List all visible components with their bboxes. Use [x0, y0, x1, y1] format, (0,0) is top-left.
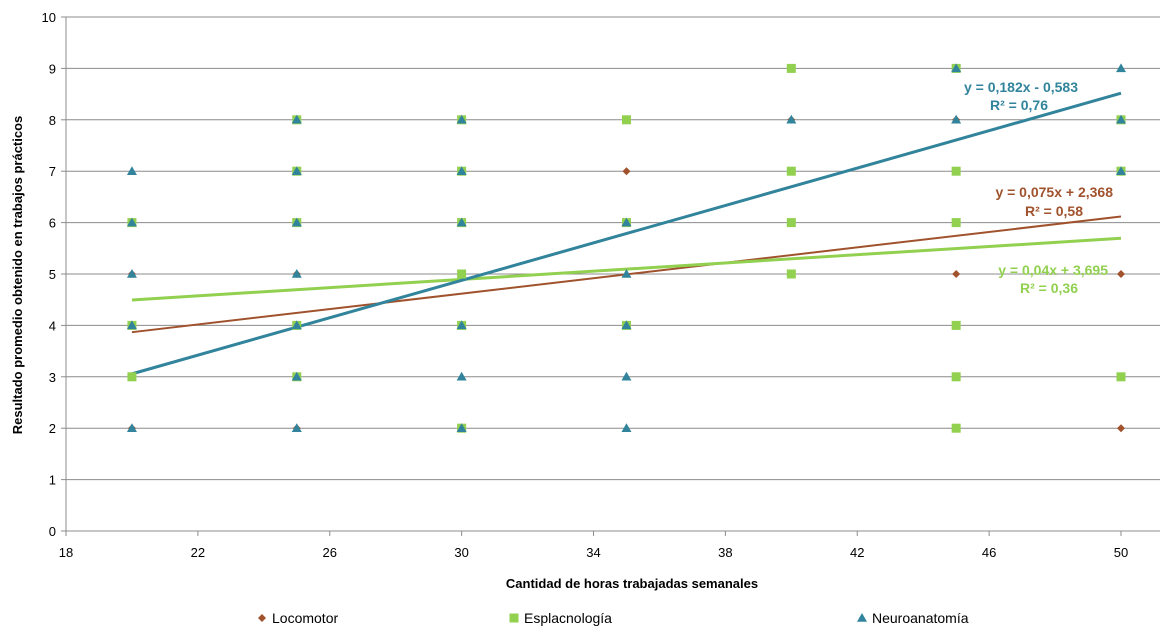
data-point-neuroanatomía [456, 217, 467, 227]
data-point-esplacnología [457, 269, 467, 279]
data-point-neuroanatomía [1116, 166, 1126, 175]
data-point-neuroanatomía [456, 320, 467, 330]
legend-marker-locomotor [258, 614, 266, 622]
data-point-neuroanatomía [786, 114, 797, 124]
x-tick-label: 38 [718, 545, 732, 560]
legend-marker-neuroanatomía [857, 613, 867, 622]
x-tick-label: 50 [1114, 545, 1128, 560]
data-point-neuroanatomía [951, 63, 962, 73]
data-point-esplacnología [786, 63, 796, 73]
trendline-r2-locomotor: R² = 0,58 [1025, 203, 1083, 219]
trendline-r2-esplacnología: R² = 0,36 [1020, 280, 1078, 296]
data-point-neuroanatomía [456, 166, 467, 175]
data-point-neuroanatomía [621, 320, 632, 330]
data-points [126, 63, 1126, 433]
y-axis-title: Resultado promedio obtenido en trabajos … [10, 116, 25, 435]
y-tick-label: 9 [49, 61, 56, 76]
data-point-neuroanatomía [456, 114, 467, 124]
data-point-esplacnología [951, 320, 961, 330]
y-tick-label: 3 [49, 370, 56, 385]
data-point-neuroanatomía [1116, 63, 1126, 73]
trendline-equations: y = 0,075x + 2,368 R² = 0,58 y = 0,04x + 3… [964, 79, 1113, 296]
trendline-r2-neuroanatomía: R² = 0,76 [990, 97, 1048, 113]
data-point-neuroanatomía [621, 423, 632, 432]
trendlines [131, 91, 1122, 376]
data-point-neuroanatomía [126, 166, 137, 175]
data-point-neuroanatomía [291, 114, 302, 124]
data-point-neuroanatomía [126, 320, 137, 330]
data-point-neuroanatomía [621, 371, 632, 381]
data-point-locomotor [1117, 424, 1125, 433]
data-point-esplacnología [786, 166, 796, 176]
data-point-esplacnología [621, 115, 631, 125]
data-point-neuroanatomía [126, 217, 137, 227]
data-point-esplacnología [951, 218, 961, 228]
y-tick-label: 1 [49, 473, 56, 488]
x-tick-label: 18 [59, 545, 73, 560]
data-point-esplacnología [786, 269, 796, 279]
data-point-neuroanatomía [291, 423, 302, 432]
legend: Locomotor Esplacnología Neuroanatomía [258, 610, 969, 626]
data-point-neuroanatomía [951, 114, 962, 124]
data-point-neuroanatomía [291, 269, 302, 278]
y-tick-label: 7 [49, 164, 56, 179]
trendline-equation-locomotor: y = 0,075x + 2,368 [995, 184, 1113, 200]
data-point-neuroanatomía [126, 423, 137, 432]
data-point-locomotor [1117, 270, 1125, 278]
gridlines [66, 16, 1160, 481]
x-tick-label: 22 [191, 545, 205, 560]
x-axis-title: Cantidad de horas trabajadas semanales [506, 576, 758, 591]
data-point-neuroanatomía [1116, 114, 1126, 124]
legend-marker-esplacnología [509, 613, 519, 623]
y-tick-label: 6 [49, 216, 56, 231]
data-point-neuroanatomía [291, 371, 302, 381]
y-tick-label: 2 [49, 421, 56, 436]
x-tick-label: 46 [982, 545, 996, 560]
data-point-locomotor [952, 270, 961, 278]
data-point-neuroanatomía [291, 166, 302, 175]
data-point-esplacnología [951, 423, 961, 433]
y-tick-label: 10 [42, 10, 56, 25]
data-point-neuroanatomía [291, 320, 302, 330]
data-point-esplacnología [951, 372, 961, 382]
data-point-neuroanatomía [456, 371, 467, 381]
y-tick-label: 8 [49, 113, 56, 128]
data-point-neuroanatomía [456, 423, 467, 432]
x-tick-label: 26 [323, 545, 337, 560]
data-point-neuroanatomía [291, 217, 302, 227]
data-point-locomotor [622, 167, 631, 176]
x-tick-label: 30 [454, 545, 468, 560]
legend-label-esplacnología: Esplacnología [524, 610, 612, 626]
x-tick-label: 34 [586, 545, 600, 560]
y-tick-label: 5 [49, 267, 56, 282]
data-point-neuroanatomía [621, 269, 632, 278]
x-tick-label: 42 [850, 545, 864, 560]
data-point-esplacnología [127, 372, 137, 382]
y-tick-label: 4 [49, 318, 56, 333]
data-point-neuroanatomía [126, 269, 137, 278]
trendline-equation-neuroanatomía: y = 0,182x - 0,583 [964, 79, 1078, 95]
data-point-esplacnología [951, 166, 961, 176]
data-point-esplacnología [786, 218, 796, 228]
legend-label-neuroanatomía: Neuroanatomía [872, 610, 969, 626]
y-tick-label: 0 [49, 524, 56, 539]
data-point-esplacnología [1116, 372, 1126, 382]
legend-label-locomotor: Locomotor [272, 610, 338, 626]
trendline-equation-esplacnología: y = 0,04x + 3,695 [998, 262, 1108, 278]
data-point-neuroanatomía [621, 217, 632, 227]
